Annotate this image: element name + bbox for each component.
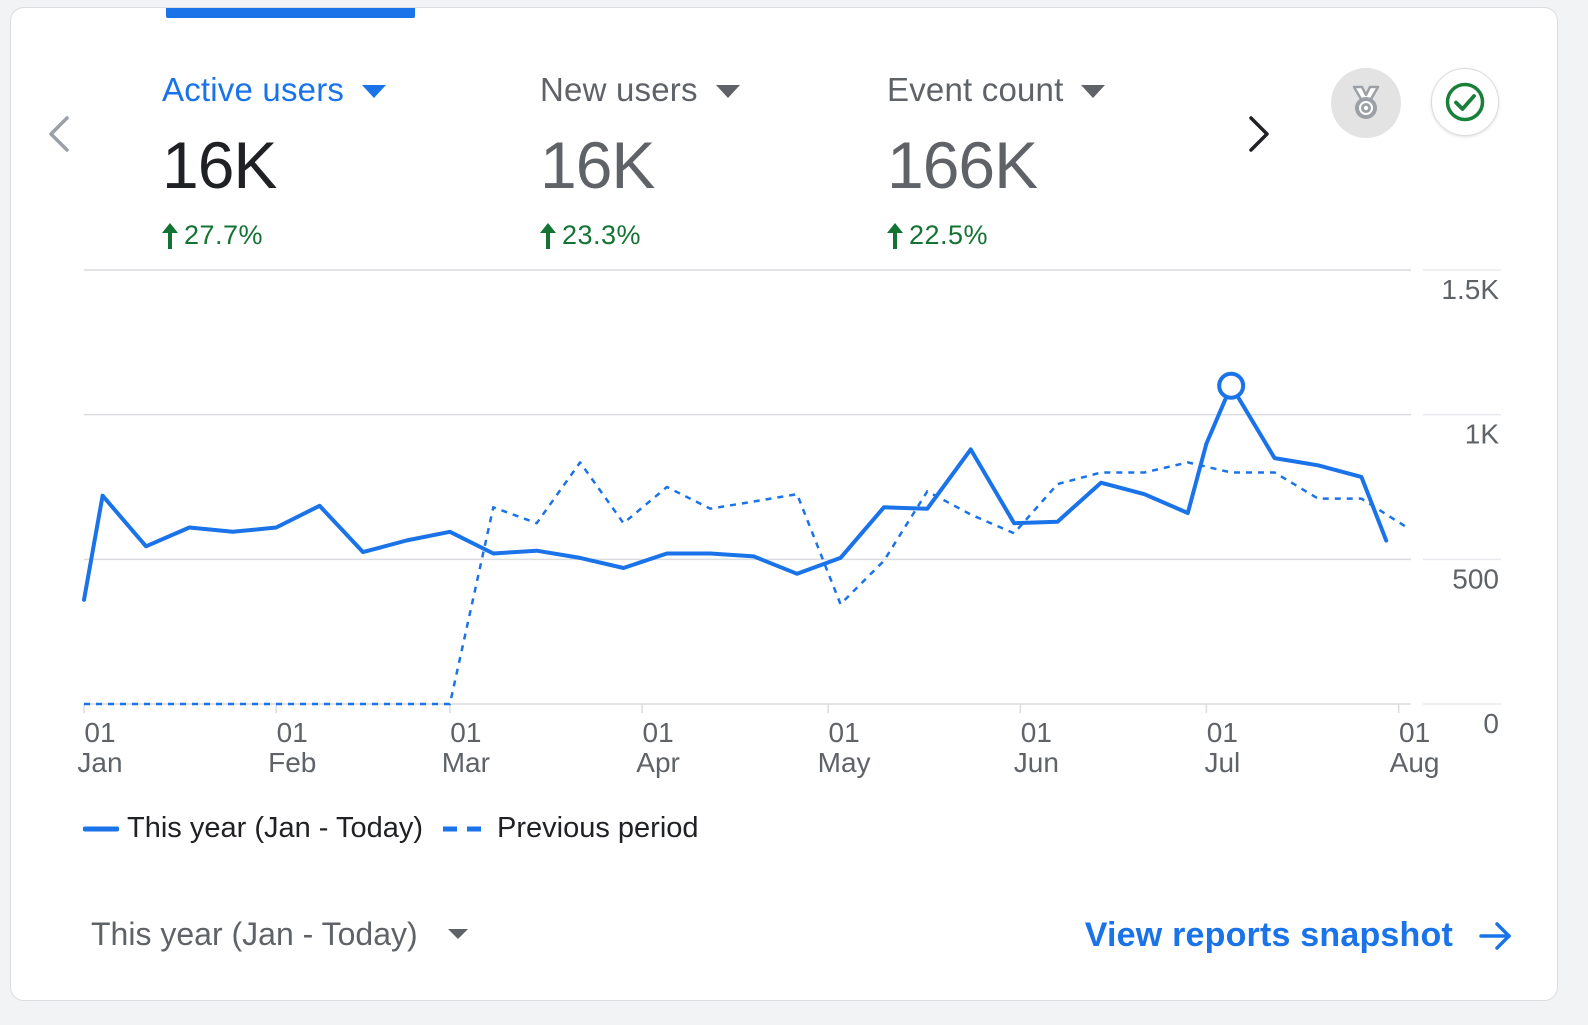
metric-change-value: 22.5% bbox=[909, 220, 989, 250]
x-tick-month: Apr bbox=[636, 747, 680, 778]
x-tick-month: Feb bbox=[268, 747, 316, 778]
date-range-select[interactable]: This year (Jan - Today) bbox=[91, 916, 468, 953]
y-tick-label: 0 bbox=[1483, 708, 1499, 739]
legend-item-this-year: This year (Jan - Today) bbox=[83, 812, 423, 845]
caret-down-icon[interactable] bbox=[362, 85, 387, 99]
tab-event-count[interactable]: Event count 166K 22.5% bbox=[887, 68, 1106, 251]
metric-change: 27.7% bbox=[162, 220, 386, 251]
x-tick-day: 01 bbox=[1399, 717, 1430, 748]
award-icon bbox=[1352, 85, 1380, 119]
arrow-up-icon bbox=[540, 222, 556, 249]
link-label: View reports snapshot bbox=[1084, 916, 1453, 954]
legend-label: This year (Jan - Today) bbox=[127, 812, 424, 844]
x-tick-month: Jul bbox=[1204, 747, 1240, 778]
x-tick-day: 01 bbox=[643, 717, 674, 748]
tab-new-users[interactable]: New users 16K 23.3% bbox=[540, 68, 740, 251]
series-line-this-year bbox=[82, 383, 1389, 602]
caret-down-icon[interactable] bbox=[1081, 85, 1106, 99]
y-tick-label: 1.5K bbox=[1441, 274, 1499, 305]
arrow-up-icon bbox=[162, 222, 178, 249]
x-tick-day: 01 bbox=[1021, 717, 1052, 748]
solid-line-swatch bbox=[83, 826, 119, 831]
x-tick-day: 01 bbox=[829, 717, 860, 748]
metric-label: New users bbox=[540, 71, 698, 108]
chart-grid bbox=[84, 269, 1501, 705]
x-tick-month: Mar bbox=[442, 747, 490, 778]
x-tick-month: May bbox=[818, 747, 871, 778]
chevron-left-icon bbox=[49, 116, 69, 152]
caret-down-icon[interactable] bbox=[715, 85, 740, 99]
metric-label: Event count bbox=[887, 71, 1064, 108]
chevron-right-icon bbox=[1249, 116, 1269, 152]
y-axis: 0 500 1K 1.5K bbox=[1441, 274, 1499, 739]
dashed-line-swatch bbox=[443, 826, 482, 831]
metric-change-value: 23.3% bbox=[562, 220, 642, 250]
x-tick-day: 01 bbox=[1207, 717, 1238, 748]
arrow-right-icon bbox=[1479, 921, 1511, 950]
active-tab-indicator bbox=[166, 8, 415, 18]
x-tick-month: Jun bbox=[1014, 747, 1059, 778]
caret-down-icon bbox=[447, 929, 468, 939]
insights-badge[interactable] bbox=[1331, 68, 1401, 138]
previous-metrics-button[interactable] bbox=[37, 108, 81, 160]
y-tick-label: 500 bbox=[1452, 563, 1499, 594]
metric-label: Active users bbox=[162, 71, 345, 108]
metric-change: 22.5% bbox=[887, 220, 1105, 251]
metric-change-value: 27.7% bbox=[184, 220, 264, 250]
metric-value: 166K bbox=[887, 128, 1038, 202]
y-tick-label: 1K bbox=[1465, 419, 1500, 450]
chart-legend: This year (Jan - Today) Previous period bbox=[83, 812, 717, 845]
chart-series bbox=[82, 371, 1406, 706]
date-range-label: This year (Jan - Today) bbox=[91, 916, 418, 952]
status-check-badge[interactable] bbox=[1431, 68, 1499, 136]
x-tick-month: Jan bbox=[77, 747, 122, 778]
x-tick-day: 01 bbox=[450, 717, 481, 748]
metrics-card: Active users 16K 27.7% New users 16K 23.… bbox=[10, 7, 1558, 1001]
tab-active-users[interactable]: Active users 16K 27.7% bbox=[162, 68, 387, 251]
series-line-previous-period bbox=[84, 461, 1406, 706]
metric-value: 16K bbox=[162, 128, 277, 202]
metric-value: 16K bbox=[540, 128, 655, 202]
metric-change: 23.3% bbox=[540, 220, 740, 251]
legend-item-previous-period: Previous period bbox=[441, 812, 699, 845]
x-tick-day: 01 bbox=[277, 717, 308, 748]
x-tick-day: 01 bbox=[84, 717, 115, 748]
check-circle-icon bbox=[1445, 82, 1485, 122]
legend-label: Previous period bbox=[497, 812, 699, 844]
view-reports-snapshot-link[interactable]: View reports snapshot bbox=[1085, 916, 1513, 955]
highlight-point bbox=[1217, 371, 1246, 400]
arrow-up-icon bbox=[887, 222, 903, 249]
next-metrics-button[interactable] bbox=[1237, 108, 1281, 160]
x-tick-month: Aug bbox=[1390, 747, 1440, 778]
